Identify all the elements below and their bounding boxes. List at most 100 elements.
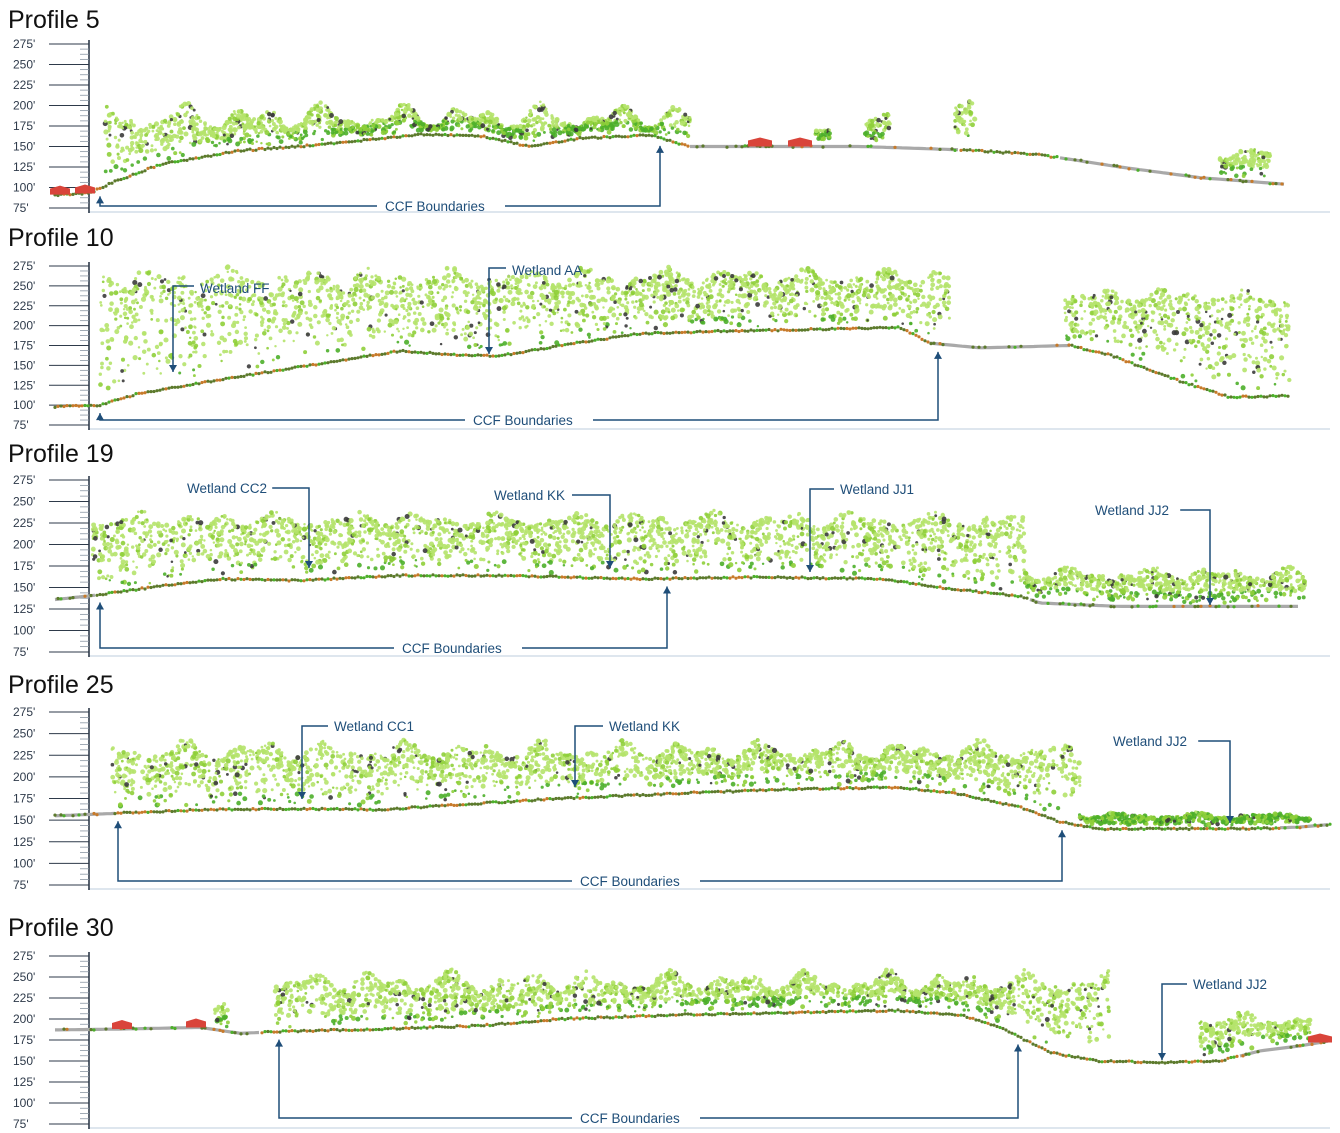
canopy-point [538,323,542,327]
canopy-point [749,283,754,289]
canopy-point [1106,339,1110,343]
canopy-point [465,325,471,330]
canopy-point [524,325,528,329]
canopy-point [126,322,129,325]
canopy-point [554,117,560,122]
canopy-point [881,112,886,117]
canopy-point [887,113,891,117]
canopy-point [747,270,752,276]
canopy-point [658,130,662,134]
canopy-point [212,127,217,131]
ground-point [656,135,660,139]
canopy-point [532,139,536,142]
canopy-point [142,156,148,161]
ground-point [266,146,270,150]
canopy-point [543,121,547,125]
canopy-point [168,114,174,120]
canopy-point [392,281,396,285]
canopy-point [303,280,308,286]
canopy-point [479,284,484,289]
canopy-point [178,371,182,375]
ground-point [497,138,501,142]
ground-point [644,331,648,335]
canopy-point [701,320,706,325]
canopy-point [895,273,899,277]
canopy-point [441,127,446,132]
canopy-point [914,328,919,333]
canopy-point [129,118,133,123]
ground-point [1136,168,1140,172]
ground-point [473,134,477,138]
canopy-point [1257,158,1263,164]
canopy-point [1279,323,1285,328]
canopy-point [406,103,411,107]
canopy-point [217,283,221,287]
canopy-point [722,284,725,288]
ground-point [782,328,786,332]
canopy-point [946,284,952,289]
canopy-point [293,296,299,302]
ground-point [335,141,339,145]
canopy-point [1238,296,1242,301]
ground-point [326,141,330,145]
canopy-point [1162,342,1166,345]
canopy-point [1121,333,1126,339]
canopy-point [397,313,401,316]
canopy-point [463,117,467,121]
canopy-point [138,305,143,309]
canopy-point [1190,296,1196,301]
canopy-point [505,281,510,286]
canopy-point [245,288,249,292]
canopy-point [451,116,456,120]
canopy-point [592,302,597,306]
ground-point [1154,371,1158,375]
canopy-point [298,140,303,145]
canopy-point [604,120,610,126]
canopy-point [277,286,283,292]
canopy-point [1224,321,1230,327]
canopy-point [589,127,593,130]
canopy-point [664,272,670,277]
canopy-point [855,276,859,280]
canopy-point [278,139,284,145]
ground-point [122,176,126,181]
canopy-point [453,323,457,327]
canopy-point [200,304,204,309]
canopy-point [1259,374,1264,379]
ground-point [692,330,696,334]
canopy-point [560,316,564,320]
canopy-point [204,137,209,141]
canopy-point [1270,346,1274,349]
canopy-point [628,282,633,287]
canopy-point [708,289,713,293]
canopy-point [256,134,260,138]
canopy-point [661,115,667,120]
canopy-point [1275,372,1279,376]
canopy-point [881,306,886,311]
canopy-point [260,323,264,327]
canopy-point [412,320,417,325]
canopy-point [1197,334,1203,340]
y-tick-label: 175' [13,119,35,133]
canopy-point [397,275,403,280]
canopy-point [361,124,366,130]
ground-point [347,357,351,361]
canopy-point [192,330,196,335]
canopy-point [1224,337,1229,341]
canopy-point [251,293,255,297]
canopy-point [787,276,791,280]
canopy-point [541,281,546,285]
canopy-point [813,275,819,281]
canopy-point [234,306,239,310]
ground-point [95,187,99,191]
canopy-point [407,332,412,337]
ground-point [71,192,75,196]
canopy-point [242,126,248,131]
ground-point [215,378,219,382]
canopy-point [489,114,494,120]
canopy-point [1142,328,1147,334]
canopy-point [253,337,258,342]
canopy-point [1163,319,1169,325]
ground-point [1109,353,1113,357]
canopy-point [868,309,874,315]
